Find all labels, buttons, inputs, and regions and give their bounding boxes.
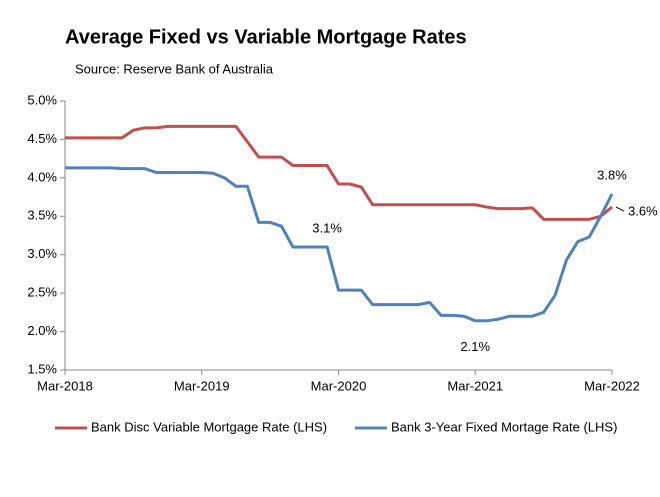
y-tick-label: 3.0% [27,246,57,261]
data-label: 3.6% [628,204,658,219]
y-tick-label: 1.5% [27,361,57,376]
chart-title: Average Fixed vs Variable Mortgage Rates [65,26,467,48]
x-tick-label: Mar-2022 [584,378,640,393]
legend-label: Bank 3-Year Fixed Mortage Rate (LHS) [391,419,617,434]
series-line [65,166,614,323]
data-label: 3.1% [312,220,342,235]
series-line [65,124,613,221]
y-tick-label: 2.0% [27,323,57,338]
data-label: 3.8% [597,167,627,182]
y-tick-label: 5.0% [27,92,57,107]
x-tick-label: Mar-2019 [174,378,230,393]
x-tick-label: Mar-2020 [311,378,367,393]
x-tick-label: Mar-2018 [37,378,93,393]
y-tick-label: 4.5% [27,131,57,146]
chart-subtitle: Source: Reserve Bank of Australia [75,61,274,76]
data-label: 2.1% [460,339,490,354]
legend-label: Bank Disc Variable Mortgage Rate (LHS) [91,419,327,434]
y-tick-label: 2.5% [27,285,57,300]
y-tick-label: 3.5% [27,208,57,223]
y-tick-label: 4.0% [27,169,57,184]
label-leader [615,206,625,212]
x-tick-label: Mar-2021 [447,378,503,393]
